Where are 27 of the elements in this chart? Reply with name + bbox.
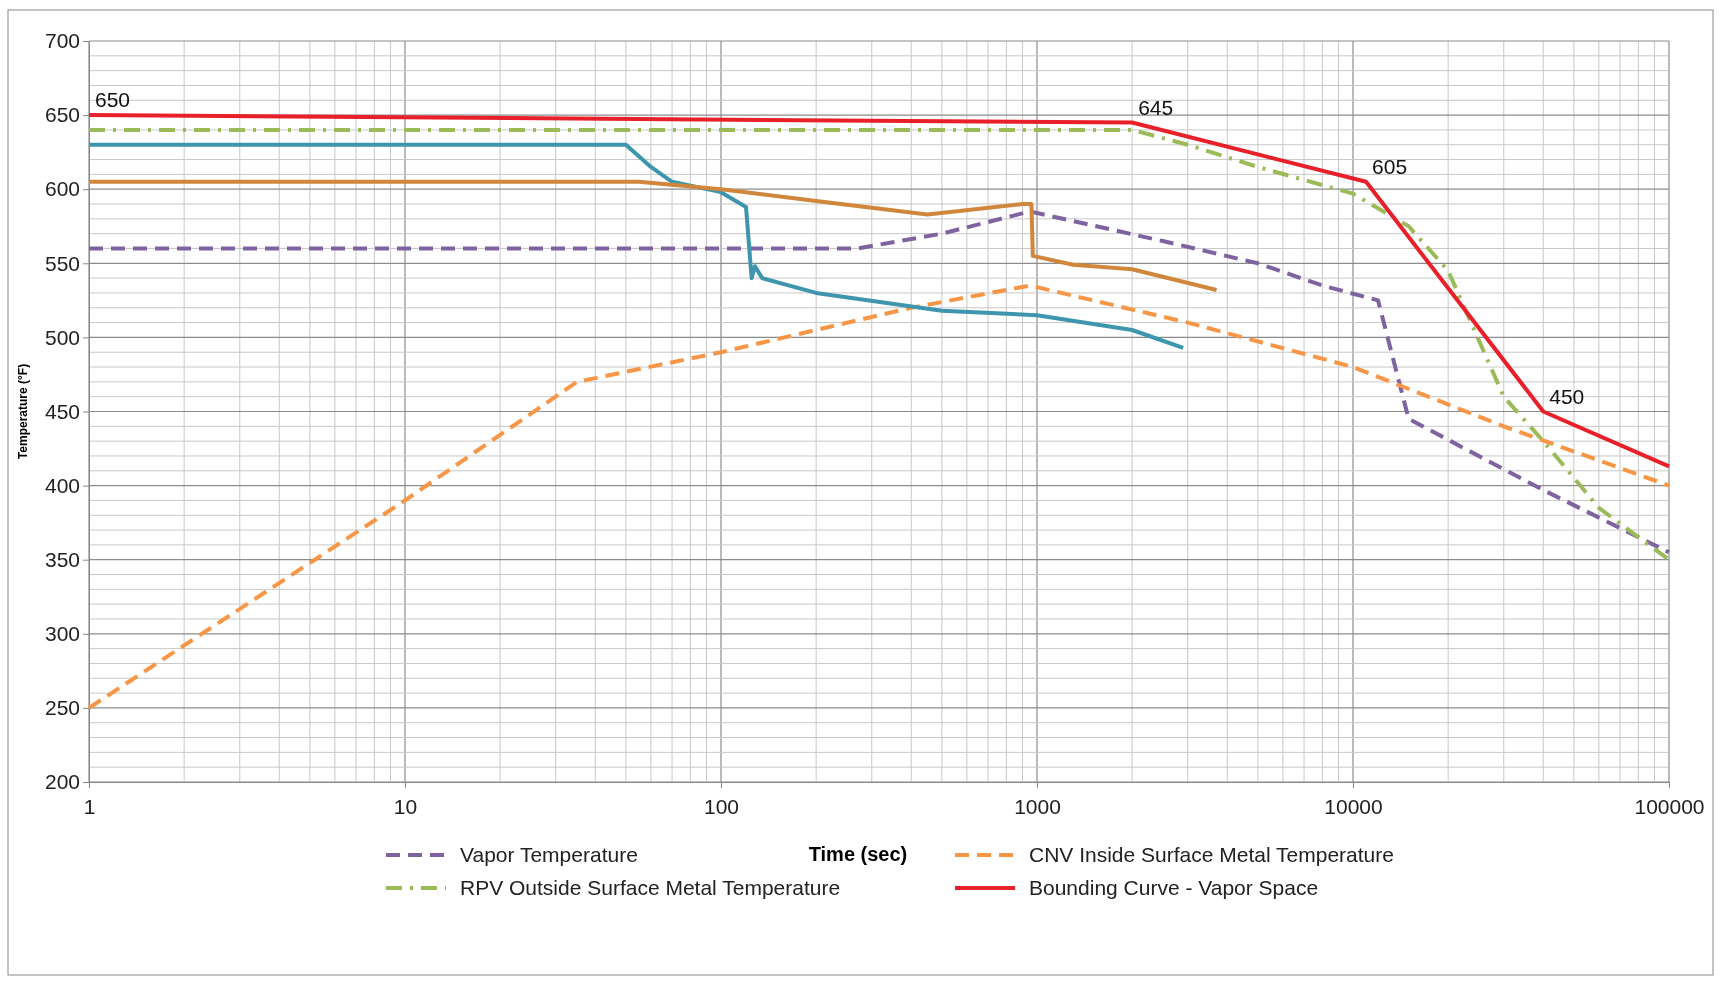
annotation: 650 <box>95 88 131 112</box>
y-tick-label: 400 <box>44 473 80 497</box>
x-tick-label: 10 <box>393 795 418 819</box>
y-tick-label: 350 <box>44 547 80 571</box>
x-tick-label: 10000 <box>1324 795 1383 819</box>
y-tick-label: 550 <box>44 251 80 275</box>
x-tick-label: 100 <box>703 795 740 819</box>
x-axis-title: Time (sec) <box>808 843 908 865</box>
annotation: 450 <box>1549 384 1585 408</box>
y-axis-title: Temperature (°F) <box>16 363 30 460</box>
y-tick-label: 650 <box>44 103 80 127</box>
annotation: 645 <box>1138 95 1174 119</box>
y-tick-label: 700 <box>44 29 80 53</box>
y-tick-label: 250 <box>44 696 80 720</box>
legend-label: RPV Outside Surface Metal Temperature <box>460 876 841 899</box>
y-tick-label: 600 <box>44 177 80 201</box>
x-tick-label: 1000 <box>1014 795 1061 819</box>
legend-label: CNV Inside Surface Metal Temperature <box>1029 843 1394 866</box>
y-tick-label: 200 <box>44 770 80 794</box>
y-tick-label: 300 <box>44 622 80 646</box>
legend-label: Bounding Curve - Vapor Space <box>1029 876 1319 899</box>
y-tick-label: 500 <box>44 325 80 349</box>
annotation: 605 <box>1372 154 1408 178</box>
x-tick-label: 1 <box>83 795 96 819</box>
legend-label: Vapor Temperature <box>460 843 638 866</box>
x-tick-label: 100000 <box>1634 795 1705 819</box>
y-tick-label: 450 <box>44 399 80 423</box>
